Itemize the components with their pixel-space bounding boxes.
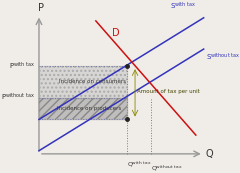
Text: S$^{\mathrm{without\ tax}}$: S$^{\mathrm{without\ tax}}$ bbox=[206, 51, 240, 62]
Text: P$^{\mathrm{without\ tax}}$: P$^{\mathrm{without\ tax}}$ bbox=[1, 92, 35, 103]
Text: P$^{\mathrm{with\ tax}}$: P$^{\mathrm{with\ tax}}$ bbox=[9, 61, 35, 72]
Text: D: D bbox=[112, 28, 119, 38]
Text: Q: Q bbox=[206, 149, 213, 159]
Text: Q$^{\mathrm{without\ tax}}$: Q$^{\mathrm{without\ tax}}$ bbox=[151, 163, 182, 172]
Text: Q$^{\mathrm{with\ tax}}$: Q$^{\mathrm{with\ tax}}$ bbox=[127, 160, 152, 169]
Text: Incidence on consumers: Incidence on consumers bbox=[59, 79, 126, 84]
Text: S$^{\mathrm{with\ tax}}$: S$^{\mathrm{with\ tax}}$ bbox=[170, 0, 196, 12]
Text: P: P bbox=[38, 3, 44, 13]
Text: Incidence on producers: Incidence on producers bbox=[57, 106, 121, 111]
Text: Amount of tax per unit: Amount of tax per unit bbox=[137, 89, 200, 94]
